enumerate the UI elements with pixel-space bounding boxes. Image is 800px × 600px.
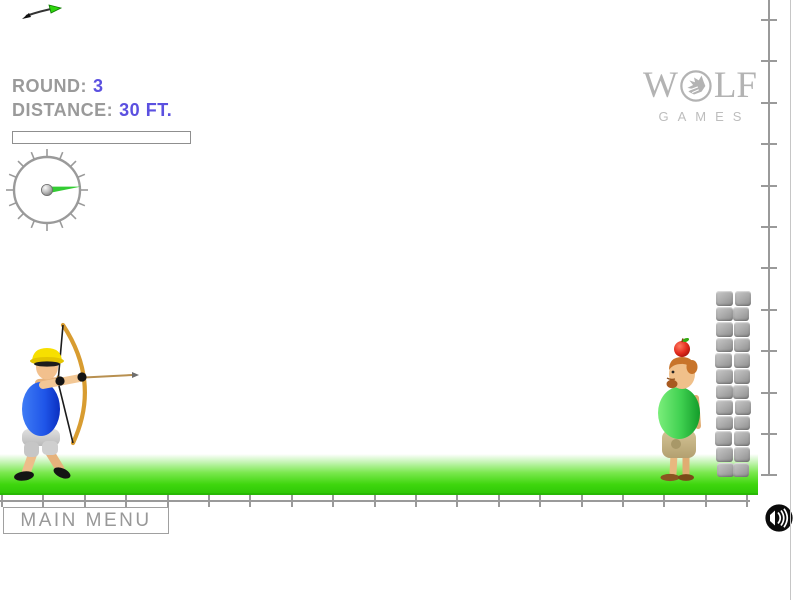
ruler-tick [249, 494, 252, 507]
ruler-tick [704, 494, 707, 507]
ruler-tick [42, 494, 45, 507]
brick [733, 415, 750, 431]
ruler-tick [761, 433, 777, 435]
speaker-icon [770, 508, 789, 528]
ruler-tick [580, 494, 583, 507]
ruler-tick [539, 494, 542, 507]
ruler-tick [332, 494, 335, 507]
ruler-tick [761, 350, 777, 353]
brick [716, 306, 733, 322]
brick [716, 291, 733, 306]
distance-value: 30 FT. [119, 100, 173, 120]
round-value: 3 [93, 76, 104, 96]
ruler-tick [83, 494, 86, 507]
brick [716, 384, 733, 400]
archer-character [14, 322, 139, 481]
ruler-tick [1, 494, 3, 507]
brick [732, 384, 749, 400]
ruler-tick [622, 494, 624, 507]
main-menu-button[interactable]: MAIN MENU [3, 507, 169, 534]
hud: ROUND: 3 DISTANCE: 30 FT. [12, 74, 172, 122]
brick [715, 431, 732, 446]
hud-round-row: ROUND: 3 [12, 74, 172, 98]
brick [716, 322, 733, 337]
brick [715, 353, 732, 368]
ruler-tick [761, 226, 777, 228]
wolf-head-icon [680, 70, 712, 102]
wolf-games-logo: W LF GAMES [643, 65, 757, 124]
ruler-tick [208, 494, 210, 507]
target-character [658, 337, 701, 482]
sound-button[interactable] [764, 503, 794, 533]
brick [734, 291, 751, 306]
ruler-tick [497, 494, 500, 507]
ruler-tick [761, 184, 777, 187]
ruler-tick [663, 494, 666, 507]
ruler-tick [761, 267, 777, 270]
brick [733, 446, 750, 462]
brick [717, 462, 734, 478]
brick [733, 431, 750, 446]
logo-word-right: LF [713, 65, 757, 106]
gauge-ball-icon [41, 184, 54, 197]
brick [733, 322, 750, 337]
ruler-tick [761, 308, 777, 311]
brick [716, 400, 733, 415]
ruler-tick [125, 494, 128, 507]
distance-label: DISTANCE: [12, 100, 114, 120]
brick [733, 353, 750, 368]
angle-gauge [6, 149, 88, 231]
round-label: ROUND: [12, 76, 87, 96]
ruler-tick [415, 494, 417, 507]
ruler-tick [761, 474, 777, 477]
hud-distance-row: DISTANCE: 30 FT. [12, 98, 172, 122]
ruler-tick [761, 101, 777, 104]
ruler-tick [166, 494, 169, 507]
stage-right-border [790, 0, 791, 600]
ruler-tick [761, 60, 777, 63]
brick [716, 415, 733, 431]
ruler-tick [373, 494, 376, 507]
brick [733, 337, 750, 353]
ruler-tick [456, 494, 459, 507]
ruler-tick [290, 494, 293, 507]
brick-column [715, 291, 751, 479]
logo-word-left: W [643, 65, 678, 106]
brick [733, 368, 750, 384]
gauge-ticks [6, 149, 88, 231]
ruler-tick [761, 391, 777, 394]
brick [732, 306, 749, 322]
power-meter [12, 131, 191, 144]
gauge-needle [46, 186, 81, 194]
arrow-sprite-icon [22, 4, 62, 19]
ground [0, 454, 758, 495]
brick [734, 400, 751, 415]
logo-title: W LF [643, 65, 757, 106]
logo-subtitle: GAMES [658, 109, 751, 124]
brick [716, 368, 733, 384]
ruler-tick [746, 494, 749, 507]
brick [732, 462, 749, 478]
ruler-tick [761, 143, 777, 146]
vertical-ruler [768, 0, 770, 476]
brick [716, 446, 733, 462]
brick [716, 337, 733, 353]
ruler-tick [761, 19, 777, 21]
